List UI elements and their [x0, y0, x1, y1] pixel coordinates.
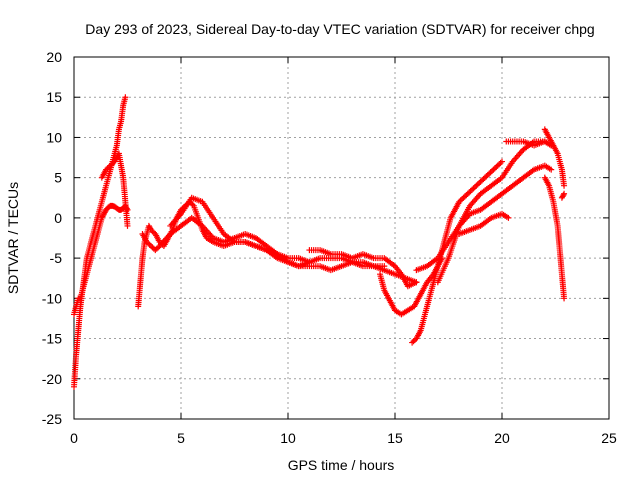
data-point	[499, 158, 505, 165]
y-tick-label: -5	[50, 250, 63, 266]
x-tick-label: 15	[387, 430, 403, 446]
series-arc-12	[456, 210, 512, 237]
data-points	[71, 94, 568, 390]
series-arc-11	[434, 138, 555, 286]
y-tick-label: 10	[46, 129, 62, 145]
y-tick-label: 0	[54, 210, 62, 226]
data-point	[548, 166, 555, 173]
x-tick-label: 10	[280, 430, 296, 446]
data-point	[124, 222, 131, 229]
y-tick-label: -20	[42, 371, 62, 387]
series-arc-13	[503, 138, 555, 149]
series-arc-1	[71, 94, 129, 390]
x-tick-label: 0	[70, 430, 78, 446]
series-arc-6	[167, 194, 420, 286]
series-arc-9	[409, 158, 505, 346]
axis-ticks	[73, 56, 610, 420]
series-arc-2	[71, 202, 131, 318]
series-arc-3	[98, 150, 131, 229]
chart-title: Day 293 of 2023, Sidereal Day-to-day VTE…	[85, 21, 594, 37]
grid-lines	[74, 57, 609, 419]
x-tick-label: 5	[177, 430, 185, 446]
y-tick-label: -25	[42, 411, 62, 427]
x-tick-label: 25	[601, 430, 617, 446]
series-arc-15	[541, 174, 568, 302]
y-tick-label: 20	[46, 49, 62, 65]
y-tick-labels: -25 -20 -15 -10 -5 0 5 10 15 20	[42, 49, 62, 427]
series-arc-7	[306, 247, 420, 290]
series-arc-14	[541, 126, 568, 189]
data-point	[560, 192, 567, 199]
x-axis-label: GPS time / hours	[288, 457, 395, 473]
x-tick-labels: 0 5 10 15 20 25	[70, 430, 617, 446]
y-tick-label: -15	[42, 331, 62, 347]
x-tick-label: 20	[494, 430, 510, 446]
y-tick-label: -10	[42, 290, 62, 306]
data-point	[122, 94, 129, 101]
series-arc-16	[558, 190, 568, 201]
data-point	[413, 279, 420, 286]
series-arc-4	[135, 198, 313, 310]
y-tick-label: 15	[46, 89, 62, 105]
data-point	[561, 295, 568, 302]
y-tick-label: 5	[54, 170, 62, 186]
y-axis-label: SDTVAR / TECUs	[5, 182, 21, 294]
data-point	[561, 182, 568, 189]
plot-frame	[73, 56, 610, 420]
data-point	[561, 190, 568, 197]
data-point	[505, 214, 512, 221]
